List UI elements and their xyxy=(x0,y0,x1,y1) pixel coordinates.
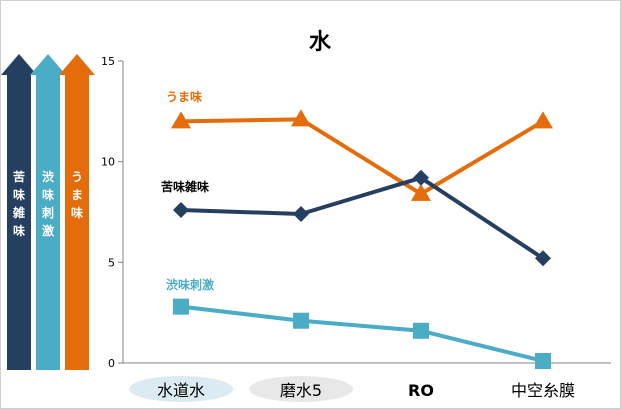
side-arrows: 苦味雑味 渋味刺激 うま味 xyxy=(1,54,95,370)
series-2 xyxy=(173,298,551,369)
x-tick-highlight xyxy=(129,376,233,402)
side-arrow-shape xyxy=(30,54,66,370)
axes: 0 5 10 15 水道水 磨水5 RO 中空糸膜 xyxy=(101,55,611,402)
data-point xyxy=(291,109,311,127)
series-label: うま味 xyxy=(166,89,202,104)
side-arrow-label: 苦味雑味 xyxy=(12,169,25,238)
series-layer xyxy=(171,109,553,369)
data-point xyxy=(173,201,189,218)
y-tick-label: 5 xyxy=(108,256,115,269)
series-line xyxy=(180,304,544,363)
side-arrow-shape xyxy=(1,54,37,370)
x-tick: RO xyxy=(408,381,434,400)
data-point xyxy=(173,298,189,315)
series-label: 渋味刺激 xyxy=(166,277,214,292)
x-tick-label: RO xyxy=(408,381,434,400)
data-point xyxy=(171,111,191,129)
x-tick-highlight xyxy=(249,376,353,402)
chart-title: 水 xyxy=(309,30,332,55)
x-tick-label: 中空糸膜 xyxy=(511,381,575,400)
series-1 xyxy=(173,169,551,267)
y-tick-label: 0 xyxy=(108,357,115,370)
series-line xyxy=(180,175,545,260)
series-0 xyxy=(171,109,553,201)
series-line xyxy=(180,117,545,196)
data-point xyxy=(293,312,309,329)
x-tick: 水道水 xyxy=(129,376,233,402)
side-arrow: うま味 xyxy=(59,54,95,370)
x-tick-label: 水道水 xyxy=(157,381,205,400)
x-tick-label: 磨水5 xyxy=(280,381,322,400)
data-point xyxy=(535,250,551,267)
y-tick-label: 10 xyxy=(101,156,115,169)
data-point xyxy=(535,352,551,369)
data-point xyxy=(293,206,309,223)
data-point xyxy=(411,183,431,201)
side-arrow: 渋味刺激 xyxy=(30,54,66,370)
data-point xyxy=(533,111,553,129)
x-tick: 中空糸膜 xyxy=(511,381,575,400)
y-tick-label: 15 xyxy=(101,55,115,68)
side-arrow: 苦味雑味 xyxy=(1,54,37,370)
side-arrow-shape xyxy=(59,54,95,370)
x-tick: 磨水5 xyxy=(249,376,353,402)
side-arrow-label: 渋味刺激 xyxy=(41,169,54,238)
data-point xyxy=(413,169,429,186)
data-point xyxy=(413,322,429,339)
series-label: 苦味雑味 xyxy=(161,179,209,194)
side-arrow-label: うま味 xyxy=(71,170,83,220)
